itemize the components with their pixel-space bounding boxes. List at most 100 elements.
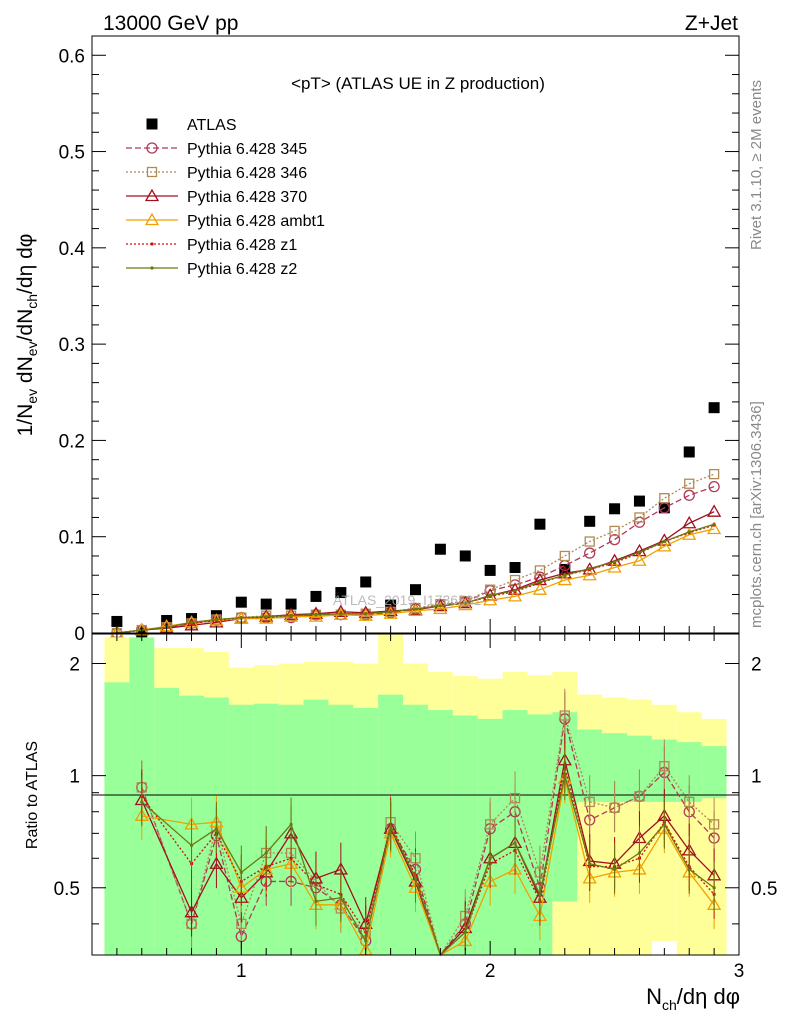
legend-label: Pythia 6.428 z2 [187, 261, 297, 278]
ratio-point [463, 930, 467, 934]
data-point [632, 553, 647, 566]
ratio-point [687, 867, 691, 872]
data-point [308, 609, 324, 622]
ratio-point [662, 822, 666, 826]
data-point [285, 598, 297, 610]
series-5 [115, 523, 716, 635]
green-band-bin [104, 682, 130, 955]
legend-item: ATLAS [146, 117, 237, 134]
series-line [116, 524, 715, 634]
y-tick-label: 0 [74, 624, 85, 645]
ratio-y-tick-label: 1 [69, 767, 80, 788]
y-tick-label: 0.2 [59, 431, 85, 452]
series-3 [109, 504, 722, 639]
main-y-axis-label: 1/Nev dNev/dNch/dη dφ [14, 234, 40, 437]
rivet-label: Rivet 3.1.10, ≥ 2M events [748, 80, 765, 250]
data-point [483, 592, 498, 606]
legend-marker [146, 118, 158, 130]
ratio-line [141, 767, 715, 957]
data-point [389, 610, 393, 614]
data-point [584, 515, 596, 527]
data-point [608, 533, 621, 546]
y-tick-label: 0.1 [59, 528, 85, 549]
data-point [609, 525, 620, 537]
ratio-point [559, 710, 570, 721]
data-point [534, 518, 546, 530]
series-line [116, 528, 715, 634]
data-point [712, 522, 716, 526]
ratio-point [712, 886, 716, 890]
ratio-point [588, 862, 592, 866]
data-point [559, 550, 570, 562]
x-tick-label: 3 [734, 961, 745, 982]
ratio-y-tick-label-right: 2 [751, 654, 762, 675]
legend-marker [150, 266, 154, 270]
series-line [116, 523, 715, 634]
data-point [235, 596, 247, 608]
data-point [557, 565, 572, 579]
ratio-line [141, 715, 715, 957]
y-tick-label: 0.6 [59, 46, 85, 67]
data-point [637, 550, 642, 554]
data-point [413, 607, 418, 611]
ratio-point [413, 876, 418, 880]
data-point [438, 604, 442, 608]
data-point [612, 560, 617, 564]
data-point [484, 564, 496, 576]
data-point [708, 402, 720, 414]
data-point [683, 446, 695, 458]
ratio-point [485, 819, 496, 830]
data-point [582, 567, 597, 581]
main-plot-panel: 0 0.1 0.2 0.3 0.4 0.5 0.6 <pT> (ATLAS UE in Z … [59, 35, 740, 645]
green-band-bin [427, 710, 453, 955]
data-point [634, 512, 645, 523]
data-point [434, 543, 446, 555]
data-point [335, 587, 347, 599]
data-point [708, 468, 720, 480]
data-point [408, 603, 423, 617]
green-band-bin [403, 704, 428, 955]
watermark: ATLAS_2019_I1736531 [333, 592, 482, 608]
x-tick-label: 1 [236, 961, 247, 982]
ratio-point [637, 851, 642, 855]
ratio-point [214, 827, 219, 831]
legend-item: Pythia 6.428 370 [126, 188, 307, 206]
data-point [111, 615, 123, 627]
legend-marker [146, 142, 158, 154]
data-point [559, 563, 571, 575]
y-tick-label: 0.5 [59, 143, 85, 164]
ratio-point [509, 793, 521, 804]
mcplots-label: mcplots.cern.ch [arXiv:1306.3436] [748, 401, 765, 628]
data-point [310, 590, 322, 602]
data-point [433, 601, 448, 615]
ratio-point [538, 892, 542, 896]
data-point [509, 562, 521, 574]
ratio-point [209, 856, 224, 869]
legend: ATLAS Pythia 6.428 345 Pythia 6.428 346 Pyt… [126, 117, 325, 278]
data-point [383, 603, 398, 617]
legend-marker [144, 188, 160, 202]
process-label: Z+Jet [685, 12, 738, 35]
y-tick-label: 0.3 [59, 335, 85, 356]
data-point [264, 615, 268, 619]
data-point [314, 613, 318, 617]
ratio-plot-panel: 0.5 0.5 1 1 2 2 [54, 633, 777, 957]
ratio-point [513, 841, 517, 845]
legend-item: Pythia 6.428 z1 [126, 237, 297, 254]
data-point [289, 614, 293, 618]
series-4 [109, 521, 722, 639]
ratio-y-axis-label: Ratio to ATLAS [24, 741, 41, 849]
data-point [684, 478, 695, 489]
data-point [513, 589, 517, 593]
ratio-point [609, 802, 620, 813]
ratio-point [289, 822, 293, 826]
ratio-point [314, 899, 318, 903]
data-point [682, 527, 697, 540]
ratio-point [264, 851, 268, 855]
legend-item: Pythia 6.428 z2 [126, 261, 297, 278]
x-axis-label: Nch/dη dφ [646, 984, 740, 1013]
data-point [563, 573, 567, 577]
ratio-point [708, 819, 720, 830]
ratio-point [563, 774, 567, 778]
